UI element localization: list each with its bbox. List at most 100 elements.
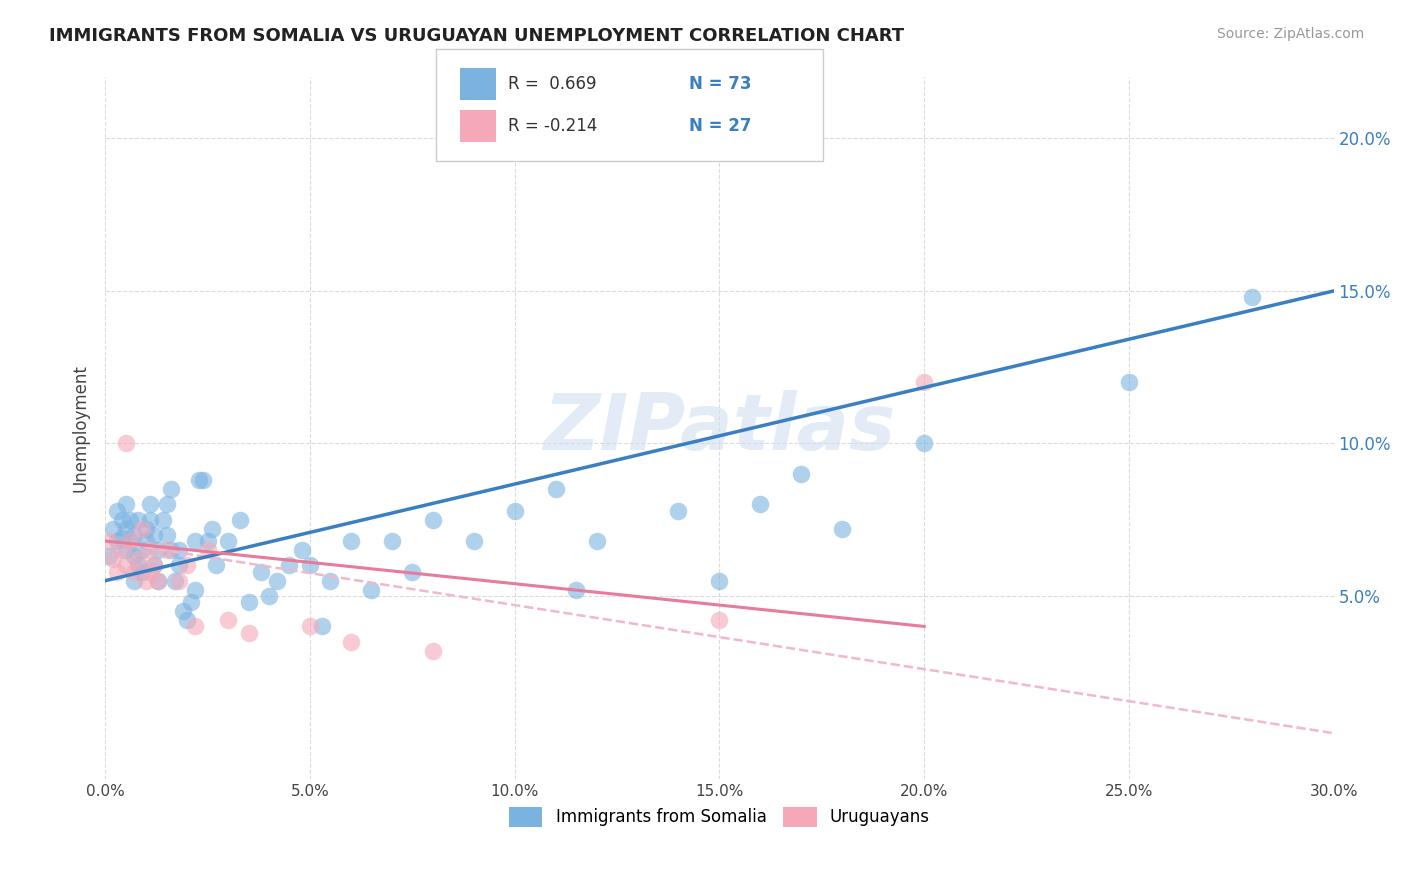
Point <box>139 543 162 558</box>
Point <box>114 498 136 512</box>
Point <box>98 534 121 549</box>
Point <box>381 534 404 549</box>
Point <box>790 467 813 481</box>
Point <box>107 565 129 579</box>
Point <box>1118 376 1140 390</box>
Point <box>193 473 215 487</box>
Point <box>266 574 288 588</box>
Point <box>831 522 853 536</box>
Point <box>585 534 607 549</box>
Point <box>118 534 141 549</box>
Point <box>159 543 181 558</box>
Point <box>340 534 363 549</box>
Point <box>167 558 190 573</box>
Point <box>217 534 239 549</box>
Point <box>152 513 174 527</box>
Point <box>238 625 260 640</box>
Point <box>298 619 321 633</box>
Point <box>422 513 444 527</box>
Point <box>709 613 731 627</box>
Point <box>184 619 207 633</box>
Point <box>298 558 321 573</box>
Point <box>565 582 588 597</box>
Point <box>184 534 207 549</box>
Point <box>319 574 342 588</box>
Point <box>197 543 219 558</box>
Point <box>127 513 149 527</box>
Point <box>180 595 202 609</box>
Point <box>217 613 239 627</box>
Point <box>143 558 166 573</box>
Point <box>103 522 125 536</box>
Point <box>131 522 153 536</box>
Point <box>249 565 271 579</box>
Text: R =  0.669: R = 0.669 <box>508 75 596 93</box>
Text: R = -0.214: R = -0.214 <box>508 117 598 135</box>
Point <box>668 503 690 517</box>
Point <box>107 503 129 517</box>
Point <box>114 543 136 558</box>
Text: IMMIGRANTS FROM SOMALIA VS URUGUAYAN UNEMPLOYMENT CORRELATION CHART: IMMIGRANTS FROM SOMALIA VS URUGUAYAN UNE… <box>49 27 904 45</box>
Point <box>291 543 314 558</box>
Point <box>238 595 260 609</box>
Point <box>204 558 226 573</box>
Point <box>257 589 280 603</box>
Point <box>135 534 157 549</box>
Point <box>118 513 141 527</box>
Point <box>148 574 170 588</box>
Point <box>122 574 145 588</box>
Text: N = 27: N = 27 <box>689 117 751 135</box>
Point <box>139 498 162 512</box>
Point <box>110 513 132 527</box>
Point <box>176 558 198 573</box>
Point <box>197 534 219 549</box>
Point <box>107 534 129 549</box>
Point <box>912 436 935 450</box>
Point <box>156 498 179 512</box>
Point <box>156 528 179 542</box>
Point <box>463 534 485 549</box>
Point <box>131 543 153 558</box>
Point <box>110 543 132 558</box>
Point <box>114 436 136 450</box>
Point <box>148 574 170 588</box>
Point <box>103 552 125 566</box>
Point <box>709 574 731 588</box>
Point <box>176 613 198 627</box>
Point <box>167 543 190 558</box>
Point <box>114 558 136 573</box>
Legend: Immigrants from Somalia, Uruguayans: Immigrants from Somalia, Uruguayans <box>502 800 936 834</box>
Point <box>143 558 166 573</box>
Point <box>159 482 181 496</box>
Point <box>135 522 157 536</box>
Point <box>422 644 444 658</box>
Point <box>139 513 162 527</box>
Point <box>172 604 194 618</box>
Point <box>201 522 224 536</box>
Point <box>278 558 301 573</box>
Point <box>401 565 423 579</box>
Point <box>114 522 136 536</box>
Point <box>1240 290 1263 304</box>
Point <box>135 574 157 588</box>
Point <box>127 558 149 573</box>
Text: Source: ZipAtlas.com: Source: ZipAtlas.com <box>1216 27 1364 41</box>
Point <box>148 543 170 558</box>
Point <box>156 543 179 558</box>
Point <box>360 582 382 597</box>
Text: N = 73: N = 73 <box>689 75 751 93</box>
Y-axis label: Unemployment: Unemployment <box>72 364 89 492</box>
Point <box>122 565 145 579</box>
Point <box>127 552 149 566</box>
Point <box>131 565 153 579</box>
Point <box>912 376 935 390</box>
Point <box>122 549 145 564</box>
Point <box>229 513 252 527</box>
Point <box>122 528 145 542</box>
Text: ZIPatlas: ZIPatlas <box>543 390 896 467</box>
Point <box>544 482 567 496</box>
Point <box>139 565 162 579</box>
Point <box>184 582 207 597</box>
Point <box>340 634 363 648</box>
Point <box>163 574 186 588</box>
